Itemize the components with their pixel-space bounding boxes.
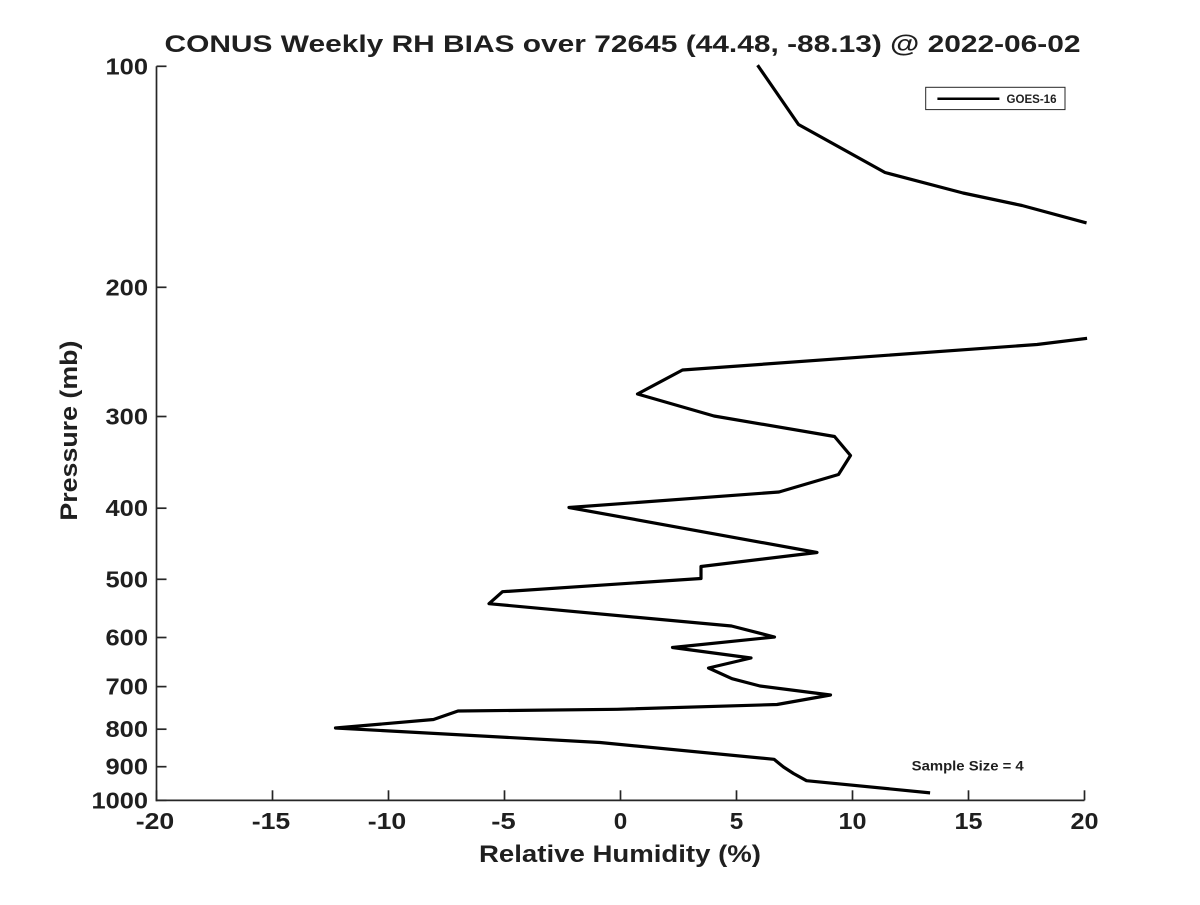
- svg-text:0: 0: [614, 808, 628, 834]
- svg-text:100: 100: [106, 53, 149, 79]
- svg-text:200: 200: [106, 274, 149, 300]
- svg-text:600: 600: [106, 625, 149, 651]
- svg-text:GOES-16: GOES-16: [1007, 92, 1057, 106]
- svg-text:700: 700: [106, 674, 149, 700]
- svg-text:400: 400: [106, 495, 149, 521]
- svg-text:Pressure (mb): Pressure (mb): [56, 341, 83, 521]
- svg-text:Relative Humidity (%): Relative Humidity (%): [479, 841, 761, 868]
- svg-text:-10: -10: [368, 808, 407, 834]
- svg-text:CONUS Weekly RH BIAS over 7264: CONUS Weekly RH BIAS over 72645 (44.48, …: [165, 31, 1081, 58]
- svg-text:900: 900: [106, 754, 149, 780]
- svg-text:5: 5: [730, 808, 744, 834]
- svg-text:-5: -5: [491, 808, 516, 834]
- svg-text:1000: 1000: [92, 787, 149, 813]
- svg-text:10: 10: [839, 808, 867, 834]
- svg-text:500: 500: [106, 566, 149, 592]
- svg-text:20: 20: [1071, 808, 1099, 834]
- svg-text:300: 300: [106, 404, 149, 430]
- svg-text:Sample Size = 4: Sample Size = 4: [912, 757, 1024, 773]
- svg-text:-15: -15: [252, 808, 291, 834]
- svg-text:-20: -20: [136, 808, 175, 834]
- svg-text:15: 15: [955, 808, 983, 834]
- svg-text:800: 800: [106, 716, 149, 742]
